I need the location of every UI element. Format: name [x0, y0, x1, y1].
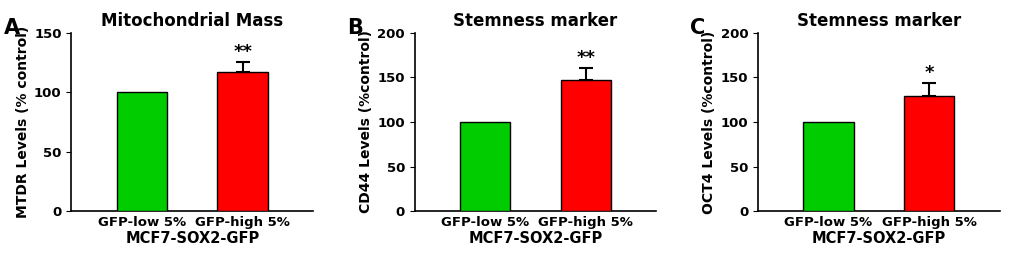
- X-axis label: MCF7-SOX2-GFP: MCF7-SOX2-GFP: [468, 231, 602, 246]
- Text: *: *: [923, 64, 933, 82]
- X-axis label: MCF7-SOX2-GFP: MCF7-SOX2-GFP: [125, 231, 259, 246]
- Bar: [116, 92, 167, 211]
- Bar: [217, 72, 268, 211]
- Title: Mitochondrial Mass: Mitochondrial Mass: [101, 12, 283, 30]
- Bar: [460, 122, 510, 211]
- Bar: [903, 96, 954, 211]
- Bar: [560, 80, 610, 211]
- Y-axis label: CD44 Levels (%control): CD44 Levels (%control): [359, 30, 373, 214]
- Y-axis label: MTDR Levels (% control): MTDR Levels (% control): [16, 26, 30, 218]
- Y-axis label: OCT4 Levels (%control): OCT4 Levels (%control): [702, 30, 715, 214]
- Title: Stemness marker: Stemness marker: [796, 12, 960, 30]
- Text: A: A: [4, 18, 19, 38]
- Bar: [802, 122, 853, 211]
- Title: Stemness marker: Stemness marker: [452, 12, 618, 30]
- Text: B: B: [346, 18, 363, 38]
- X-axis label: MCF7-SOX2-GFP: MCF7-SOX2-GFP: [811, 231, 945, 246]
- Text: C: C: [690, 18, 705, 38]
- Text: **: **: [233, 43, 252, 61]
- Text: **: **: [576, 49, 595, 66]
